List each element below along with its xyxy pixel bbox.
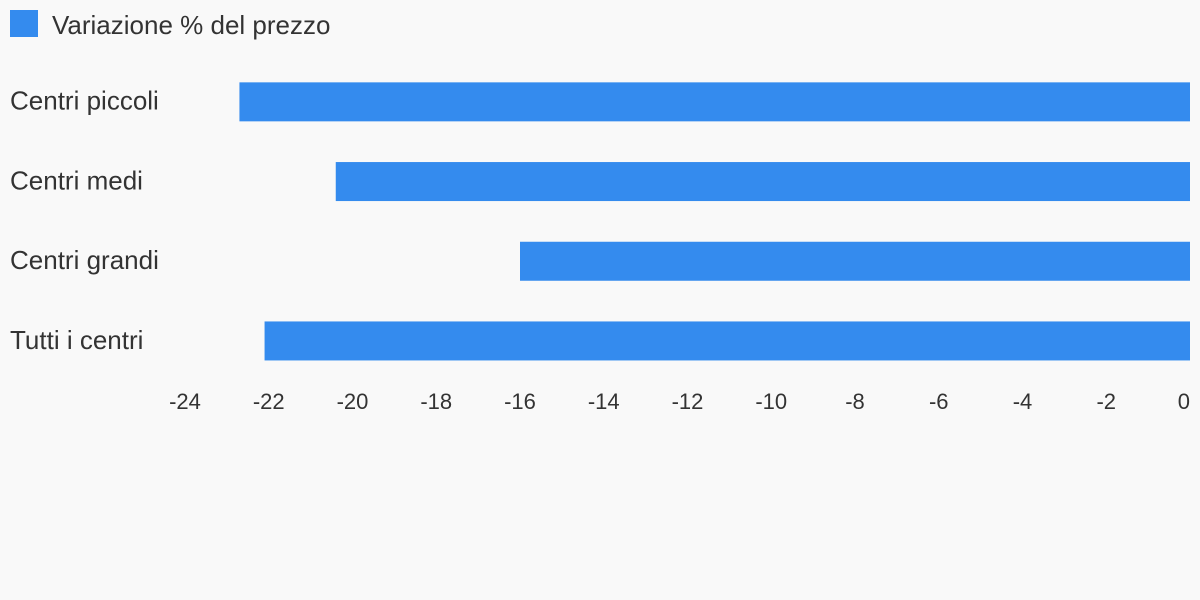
- bar: [264, 321, 1190, 361]
- legend-swatch: [10, 10, 38, 37]
- x-tick-label: -22: [253, 389, 285, 414]
- x-tick-label: -6: [929, 389, 949, 414]
- bar: [520, 241, 1190, 281]
- x-tick-label: -14: [588, 389, 620, 414]
- x-tick-label: -2: [1096, 389, 1116, 414]
- legend-label: Variazione % del prezzo: [52, 10, 330, 40]
- x-tick-label: -12: [672, 389, 704, 414]
- category-label: Centri medi: [10, 165, 143, 195]
- category-label: Centri grandi: [10, 245, 159, 275]
- x-tick-label: 0: [1178, 389, 1190, 414]
- bar: [239, 82, 1190, 122]
- category-label: Tutti i centri: [10, 325, 143, 355]
- category-label: Centri piccoli: [10, 86, 159, 116]
- x-tick-label: -10: [755, 389, 787, 414]
- x-tick-label: -4: [1013, 389, 1033, 414]
- x-tick-label: -8: [845, 389, 865, 414]
- x-tick-label: -20: [337, 389, 369, 414]
- bar: [335, 162, 1190, 202]
- x-tick-label: -24: [169, 389, 201, 414]
- x-tick-label: -16: [504, 389, 536, 414]
- x-tick-label: -18: [420, 389, 452, 414]
